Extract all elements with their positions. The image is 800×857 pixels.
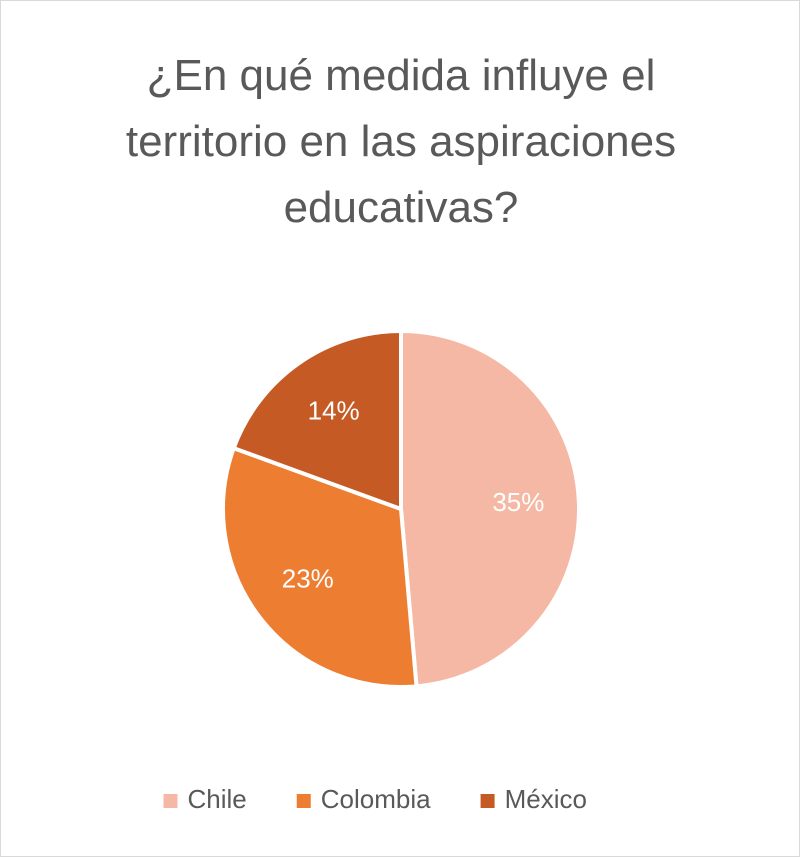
- legend-swatch: [480, 794, 495, 808]
- legend-label: Chile: [188, 784, 247, 814]
- data-label: 35%: [492, 487, 544, 517]
- pie-slice: [399, 328, 581, 689]
- data-label: 14%: [308, 396, 360, 426]
- legend-swatch: [296, 794, 311, 808]
- legend-label: México: [505, 784, 587, 814]
- legend-swatch: [163, 794, 178, 808]
- data-label: 23%: [282, 563, 334, 593]
- pie-slice: [221, 445, 419, 689]
- pie-slice: [231, 328, 403, 512]
- legend-label: Colombia: [321, 784, 431, 814]
- chart-title: ¿En qué medida influye el territorio en …: [125, 51, 677, 232]
